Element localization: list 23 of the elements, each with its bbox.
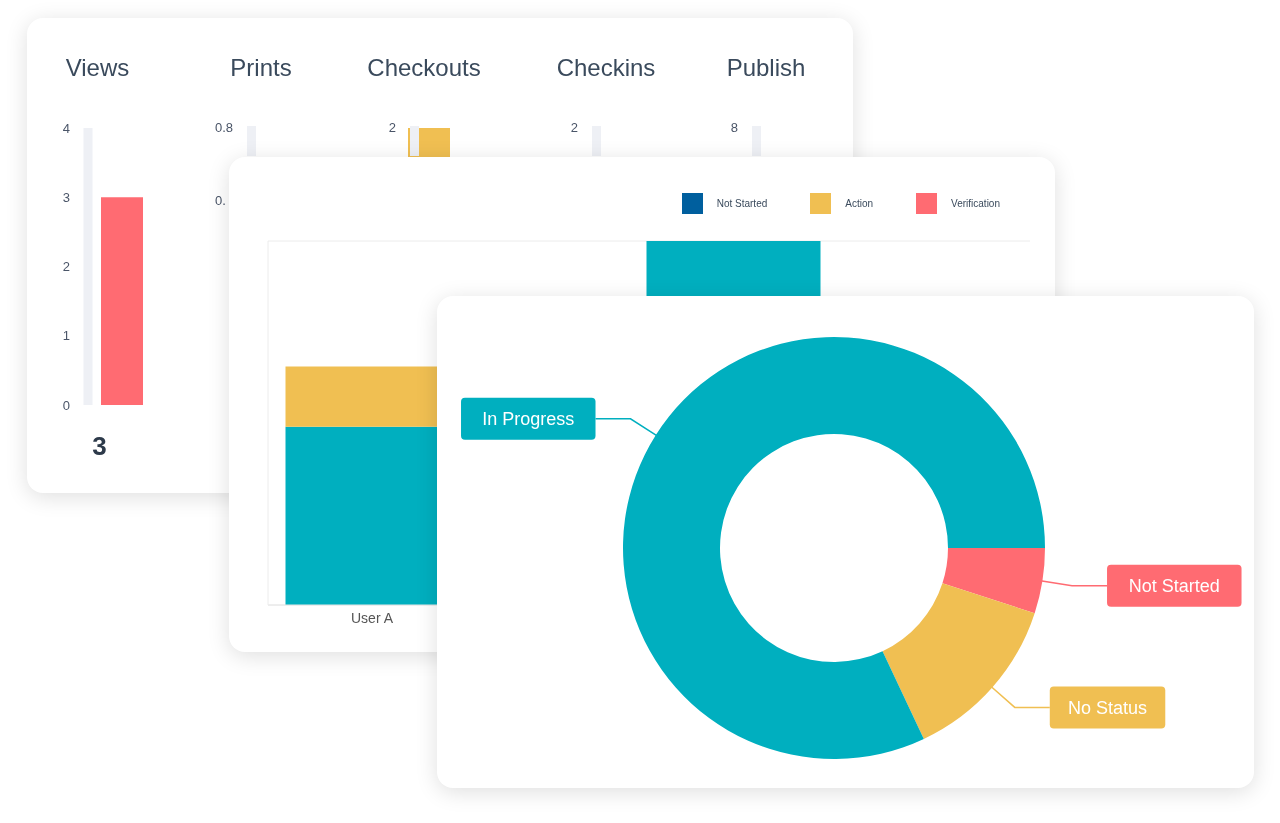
legend-label: Verification — [951, 198, 1000, 209]
text: 0.8 — [214, 120, 233, 137]
text: Publish — [725, 53, 807, 83]
x-tick-label: User A — [350, 609, 394, 626]
legend-label: Not Started — [716, 198, 768, 209]
y-tick-label: 1 — [62, 328, 70, 344]
legend-label: Action — [845, 198, 874, 209]
text: 2 — [388, 120, 396, 137]
data-label: 3 — [91, 431, 108, 462]
chart-title: Checkouts — [366, 53, 482, 83]
y-tick-label: 0 — [62, 397, 70, 413]
slice-label: No Status — [1068, 697, 1148, 718]
y-tick-label: 3 — [62, 189, 70, 205]
text: Prints — [229, 53, 293, 83]
chart-title: Views — [64, 53, 131, 83]
legend-label: Not Started — [1128, 576, 1220, 596]
text: 0. — [214, 193, 226, 210]
slice-label: In Progress — [482, 409, 575, 430]
text: 2 — [570, 120, 578, 137]
text: Checkins — [555, 53, 657, 83]
text: 8 — [730, 120, 738, 137]
y-tick-label: 2 — [62, 259, 70, 275]
y-tick-label: 4 — [62, 120, 70, 136]
